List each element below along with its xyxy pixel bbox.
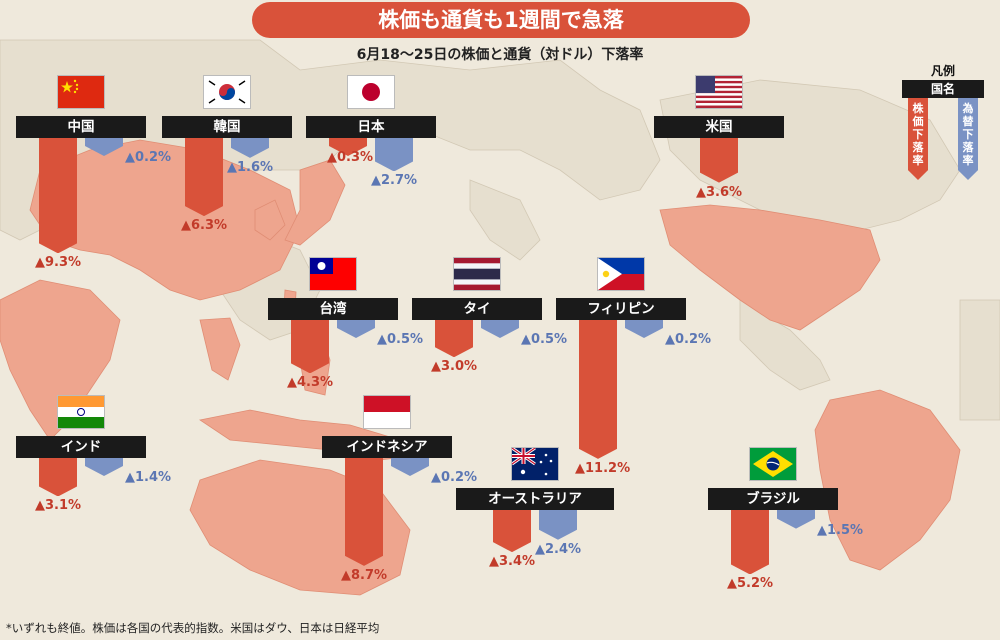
- stock-bar: [291, 320, 329, 373]
- pacific-islands-land: [469, 179, 541, 261]
- stock-value-label: ▲0.3%: [327, 150, 374, 165]
- brazil-land: [814, 389, 961, 571]
- usa-land: [659, 204, 881, 331]
- stock-bar: [731, 510, 769, 574]
- stock-value-label: ▲3.4%: [489, 554, 536, 570]
- fx-value-label: ▲2.4%: [535, 541, 582, 557]
- stock-value-label: ▲8.7%: [341, 567, 388, 583]
- legend: 凡例 国名 株価下落率 為替下落率: [902, 62, 984, 182]
- fx-value-label: ▲2.7%: [371, 173, 418, 189]
- stock-value-label: ▲3.1%: [35, 498, 82, 514]
- fx-value-label: ▲0.2%: [431, 470, 478, 485]
- china-flag: [58, 76, 104, 108]
- country-name: フィリピン: [556, 298, 686, 320]
- fx-value-label: ▲1.4%: [125, 470, 172, 485]
- country-name: オーストラリア: [456, 488, 614, 510]
- stock-value-label: ▲3.6%: [696, 184, 743, 200]
- stock-value-label: ▲4.3%: [287, 375, 334, 391]
- stock-bar: [493, 510, 531, 552]
- stock-bar: [185, 138, 223, 216]
- country-name: 台湾: [268, 298, 398, 320]
- country-name: ブラジル: [708, 488, 838, 510]
- footnote: *いずれも終値。株価は各国の代表的指数。米国はダウ、日本は日経平均: [6, 621, 380, 635]
- korea-land: [254, 199, 286, 241]
- legend-country-label: 国名: [902, 80, 984, 98]
- fx-value-label: ▲0.2%: [125, 150, 172, 165]
- country-name: 韓国: [162, 116, 292, 138]
- central-america-land: [739, 299, 831, 391]
- fx-value-label: ▲0.5%: [521, 332, 568, 347]
- africa-edge-land: [959, 299, 1000, 421]
- thailand-land: [199, 317, 241, 381]
- chart-title: 株価も通貨も1週間で急落: [252, 2, 750, 38]
- korea-flag: [204, 76, 250, 108]
- stock-bar: [345, 458, 383, 566]
- stock-bar: [579, 320, 617, 459]
- fx-value-label: ▲0.5%: [377, 332, 424, 347]
- stock-value-label: ▲11.2%: [575, 460, 631, 476]
- country-name: 中国: [16, 116, 146, 138]
- stock-value-label: ▲9.3%: [35, 255, 82, 271]
- legend-title: 凡例: [930, 64, 955, 78]
- stock-value-label: ▲6.3%: [181, 218, 228, 234]
- philippines-flag: [598, 258, 644, 290]
- legend-stock-label: 株価下落率: [908, 98, 928, 180]
- indonesia-flag: [364, 396, 410, 428]
- usa-flag: [696, 76, 742, 108]
- stock-value-label: ▲3.0%: [431, 359, 478, 375]
- country-name: インド: [16, 436, 146, 458]
- stock-value-label: ▲5.2%: [727, 576, 774, 592]
- fx-value-label: ▲1.6%: [227, 159, 274, 175]
- taiwan-flag: [310, 258, 356, 290]
- legend-fx-label: 為替下落率: [958, 98, 978, 180]
- country-name: 日本: [306, 116, 436, 138]
- thailand-flag: [454, 258, 500, 290]
- stock-bar: [700, 138, 738, 183]
- country-name: タイ: [412, 298, 542, 320]
- india-flag: [58, 396, 104, 428]
- chart-subtitle: 6月18～25日の株価と通貨（対ドル）下落率: [356, 47, 644, 63]
- fx-value-label: ▲0.2%: [665, 332, 712, 347]
- australia-flag: [512, 448, 558, 480]
- japan-flag: [348, 76, 394, 108]
- japan-land: [284, 159, 346, 246]
- country-name: インドネシア: [322, 436, 452, 458]
- fx-value-label: ▲1.5%: [817, 522, 864, 538]
- stock-bar: [39, 138, 77, 253]
- brazil-flag: [750, 448, 796, 480]
- country-name: 米国: [654, 116, 784, 138]
